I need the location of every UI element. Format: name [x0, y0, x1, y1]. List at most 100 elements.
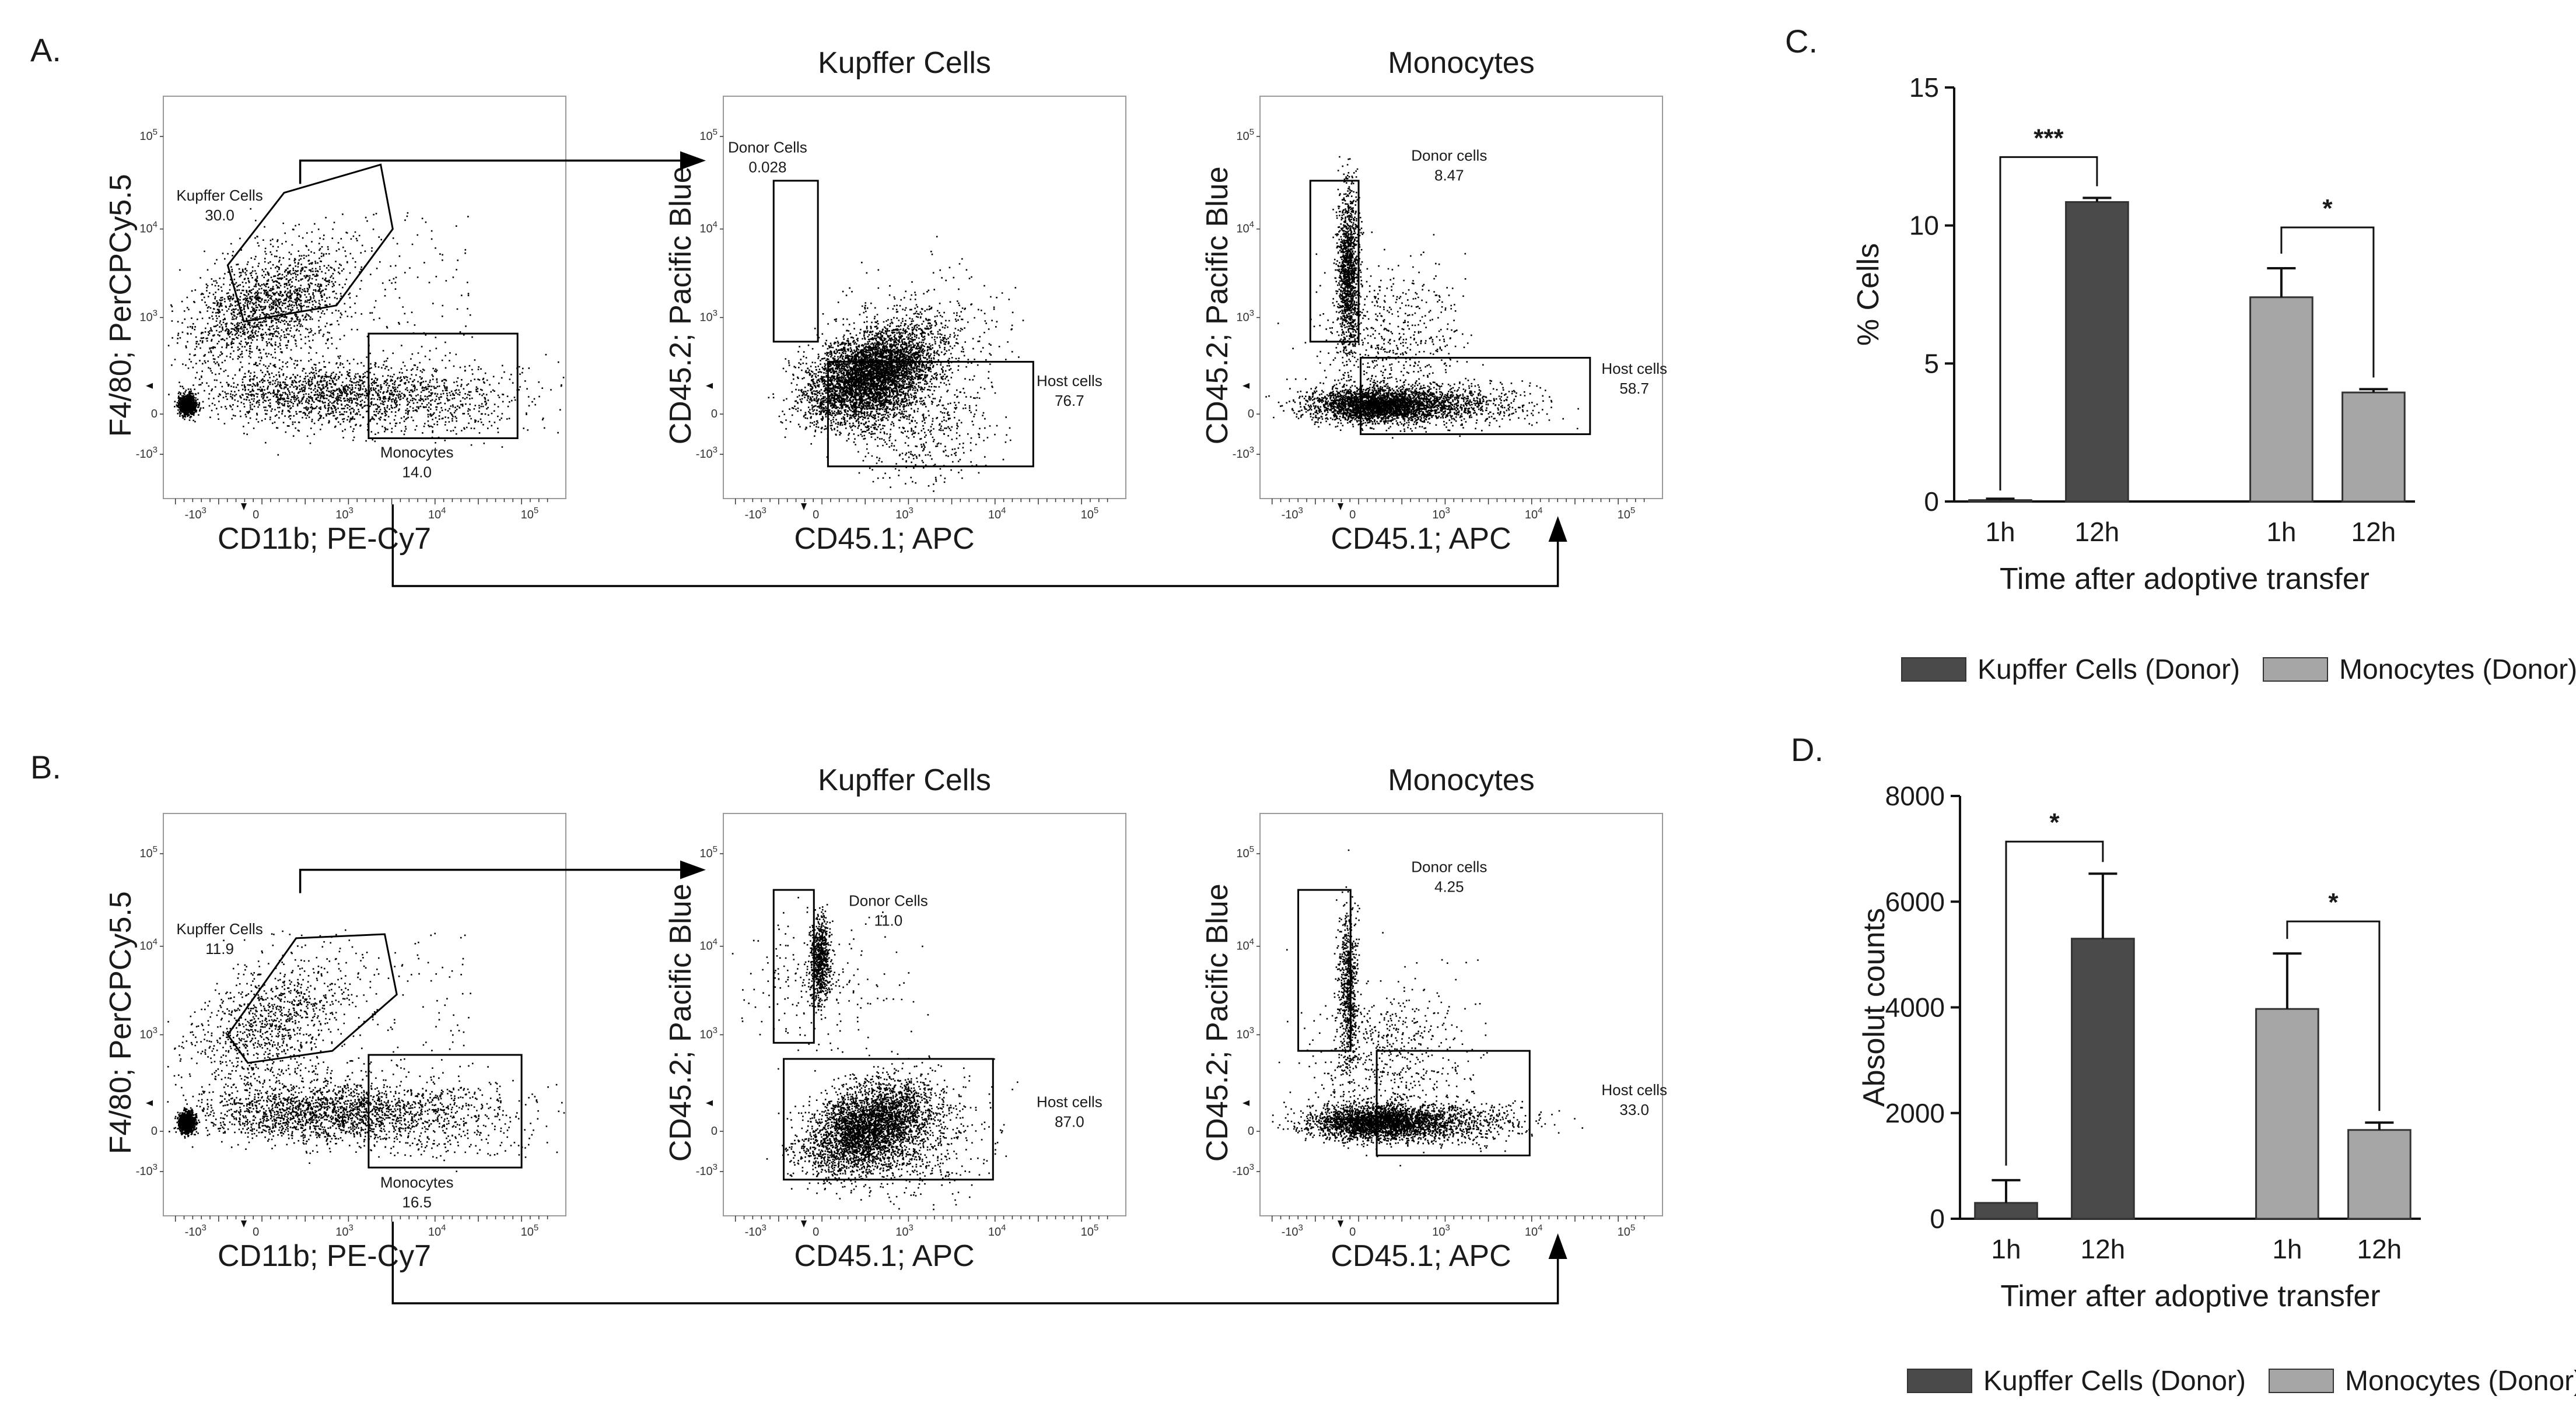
legend-swatch — [1907, 1369, 1972, 1393]
significance-bracket — [2280, 226, 2375, 378]
tick-label: 0 — [711, 408, 718, 420]
arrowhead — [1548, 516, 1567, 542]
tick-label: -103 — [1282, 506, 1303, 521]
tick-label: -103 — [696, 1162, 718, 1178]
significance-bracket — [1999, 156, 2098, 491]
significance-bracket — [2286, 920, 2381, 1111]
kupffer-gate — [226, 933, 398, 1064]
tick-label: 0 — [253, 1226, 259, 1239]
legend-swatch — [1901, 657, 1966, 682]
tick-label: 0 — [1349, 508, 1356, 521]
gate-name: Kupffer Cells — [176, 920, 262, 938]
donor-gate — [772, 180, 819, 343]
gate-value: 11.9 — [205, 940, 234, 957]
arrowhead — [1548, 1233, 1567, 1259]
donor-gate — [1309, 180, 1360, 343]
bar — [2347, 1129, 2412, 1220]
tick-label: -103 — [136, 445, 158, 461]
gate-value: 33.0 — [1619, 1101, 1649, 1118]
y-tick-label: 0 — [1924, 486, 1939, 517]
tick-label: 103 — [895, 506, 914, 521]
tick-label: 103 — [1432, 506, 1450, 521]
category-label: 12h — [2357, 1234, 2402, 1264]
kupffer-plot-title: Kupffer Cells — [818, 763, 991, 797]
tick-label: 104 — [699, 220, 718, 236]
tick-label: 103 — [1236, 1026, 1254, 1041]
tick-label: 105 — [699, 127, 718, 143]
category-label: 1h — [1985, 517, 2015, 547]
gate-value: 30.0 — [205, 206, 235, 224]
category-label: 12h — [2081, 1234, 2126, 1264]
y-axis-label: CD45.2; Pacific Blue — [1200, 166, 1234, 444]
arrow-to-kupffer — [299, 868, 682, 893]
gate-name: Donor Cells — [728, 139, 807, 156]
tick-label: -103 — [745, 1223, 766, 1239]
bar — [2249, 296, 2314, 503]
gate-name: Host cells — [1601, 360, 1667, 377]
zero-marker — [706, 383, 807, 510]
monocyte-plot-title: Monocytes — [1388, 763, 1534, 797]
tick-label: -103 — [185, 1223, 206, 1239]
y-axis-title: % Cells — [1852, 243, 1885, 346]
gate-value: 58.7 — [1619, 380, 1649, 397]
flow-row-b: B. 105 104 103 0 -103 -103 0 103 104 105 F4/80; Per… — [30, 749, 1667, 1304]
tick-label: 103 — [1432, 1223, 1450, 1239]
arrowhead — [680, 860, 706, 879]
arrowhead — [680, 151, 706, 170]
plot-frame — [1259, 813, 1663, 1216]
tick-label: 104 — [699, 937, 718, 953]
tick-label: 105 — [699, 844, 718, 860]
tick-label: 0 — [813, 508, 819, 521]
significance-label: * — [2328, 888, 2339, 917]
category-label: 12h — [2351, 517, 2396, 547]
arrow-to-monocytes — [391, 504, 1559, 587]
legend-label: Kupffer Cells (Donor) — [1978, 654, 2240, 685]
y-axis-label: CD45.2; Pacific Blue — [1200, 883, 1234, 1162]
x-axis-title: Time after adoptive transfer — [2000, 562, 2370, 596]
tick-label: 104 — [988, 1223, 1006, 1239]
flow-row-a: A. 105 104 103 0 -103 -103 0 103 104 105 F4/80; Per… — [30, 31, 1667, 587]
gate-value: 76.7 — [1055, 392, 1084, 409]
category-label: 1h — [2272, 1234, 2302, 1264]
tick-label: 104 — [428, 1223, 446, 1239]
legend-label: Kupffer Cells (Donor) — [1983, 1366, 2246, 1397]
flow-cytometry-layer: A. 105 104 103 0 -103 -103 0 103 104 105 F4/80; Per… — [30, 31, 1667, 1304]
tick-label: -103 — [1233, 445, 1254, 461]
y-tick-label: 8000 — [1885, 781, 1945, 811]
y-tick-label: 15 — [1909, 72, 1939, 103]
gate-name: Host cells — [1037, 372, 1102, 390]
tick-label: 104 — [988, 506, 1006, 521]
tick-label: 103 — [335, 506, 354, 521]
monocyte-plot-title: Monocytes — [1388, 46, 1534, 80]
x-axis-label: CD45.1; APC — [794, 1239, 974, 1273]
tick-label: 104 — [139, 937, 158, 953]
gate-name: Kupffer Cells — [176, 187, 262, 204]
tick-label: -103 — [136, 1162, 158, 1178]
plot-frame — [723, 813, 1126, 1216]
x-axis-label: CD45.1; APC — [794, 522, 974, 556]
legend-label: Monocytes (Donor) — [2339, 654, 2576, 685]
tick-label: 104 — [1236, 220, 1254, 236]
arrow-to-monocytes — [391, 1222, 1559, 1304]
significance-bracket — [2005, 840, 2104, 1166]
x-axis-label: CD45.1; APC — [1331, 1239, 1511, 1273]
gate-value: 4.25 — [1434, 878, 1464, 895]
scatter-events — [732, 897, 1019, 1211]
plot-frame — [163, 813, 566, 1216]
tick-label: 105 — [1081, 1223, 1099, 1239]
scatter-events — [768, 236, 1024, 492]
bar — [2342, 391, 2406, 503]
bar — [2071, 938, 2135, 1220]
gate-value: 87.0 — [1055, 1113, 1084, 1131]
scatter-events — [1265, 156, 1579, 439]
host-gate — [783, 1058, 994, 1181]
tick-label: 0 — [151, 408, 158, 420]
tick-label: 103 — [139, 1026, 158, 1041]
tick-label: 103 — [335, 1223, 354, 1239]
tick-label: -103 — [1282, 1223, 1303, 1239]
panel-letter: C. — [1785, 23, 1818, 59]
tick-label: 0 — [1349, 1226, 1356, 1239]
tick-label: 105 — [1081, 506, 1099, 521]
